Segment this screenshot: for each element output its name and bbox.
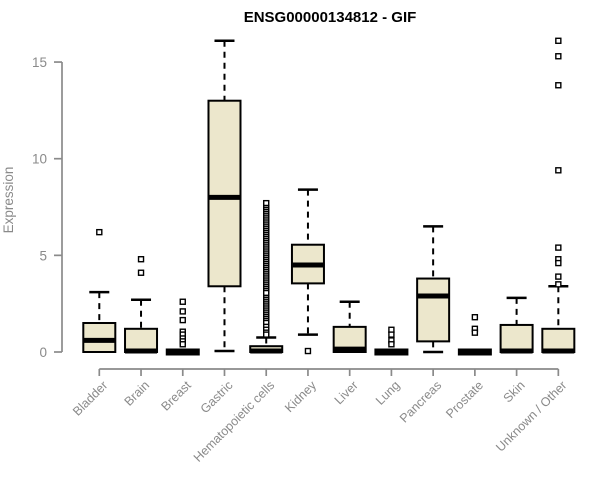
outlier-brain bbox=[137, 256, 145, 263]
y-tick-label: 10 bbox=[32, 152, 47, 167]
outlier-breast bbox=[179, 341, 186, 348]
outlier-prostate bbox=[471, 314, 479, 321]
outlier-brain bbox=[137, 269, 145, 276]
outlier-breast bbox=[179, 298, 186, 305]
outlier-unknown-other bbox=[555, 259, 562, 267]
x-tick-label: Prostate bbox=[443, 378, 486, 421]
y-tick-label: 5 bbox=[39, 248, 47, 263]
box-unknown-other bbox=[541, 327, 576, 353]
x-tick-label: Breast bbox=[158, 378, 194, 414]
box-bladder bbox=[82, 322, 117, 354]
y-axis-label: Expression bbox=[1, 167, 16, 234]
x-tick-label: Gastric bbox=[198, 378, 236, 416]
collapsed-box-prostate bbox=[457, 348, 492, 356]
y-tick-label: 0 bbox=[39, 345, 47, 360]
outlier-lung bbox=[388, 331, 395, 338]
x-tick-label: Liver bbox=[332, 378, 361, 407]
box-gastric bbox=[207, 99, 242, 288]
x-tick-label: Lung bbox=[373, 378, 403, 408]
x-tick-label: Kidney bbox=[282, 378, 319, 415]
collapsed-box-lung bbox=[374, 348, 409, 356]
chart-title: ENSG00000134812 - GIF bbox=[244, 9, 417, 26]
outlier-unknown-other bbox=[555, 273, 562, 280]
outlier-unknown-other bbox=[555, 167, 562, 174]
y-tick-label: 15 bbox=[32, 55, 47, 70]
x-tick-label: Bladder bbox=[70, 378, 110, 418]
box-brain bbox=[124, 327, 159, 353]
outlier-unknown-other bbox=[555, 53, 562, 60]
outlier-prostate bbox=[471, 329, 479, 336]
collapsed-box-breast bbox=[165, 348, 200, 356]
x-tick-label: Unknown / Other bbox=[493, 378, 569, 454]
x-tick-label: Brain bbox=[122, 378, 153, 409]
chart-layer: 0 5 10 15 Bladder Brain Breast GastricHematopoi… bbox=[32, 37, 576, 465]
outlier-unknown-other bbox=[555, 281, 562, 288]
outlier-hematopoietic-cells bbox=[263, 331, 270, 338]
outlier-breast bbox=[179, 316, 186, 324]
outlier-unknown-other bbox=[555, 244, 562, 251]
outlier-kidney bbox=[304, 347, 312, 355]
outlier-bladder bbox=[96, 228, 103, 236]
outlier-lung bbox=[388, 341, 395, 348]
outlier-breast bbox=[179, 308, 186, 315]
box-skin bbox=[499, 323, 534, 353]
x-tick-label: Hematopoietic cells bbox=[191, 378, 278, 465]
x-tick-label: Skin bbox=[501, 378, 528, 405]
outlier-unknown-other bbox=[555, 37, 562, 44]
box-pancreas bbox=[416, 277, 451, 343]
x-tick-label: Pancreas bbox=[397, 378, 444, 425]
outlier-unknown-other bbox=[555, 82, 562, 89]
